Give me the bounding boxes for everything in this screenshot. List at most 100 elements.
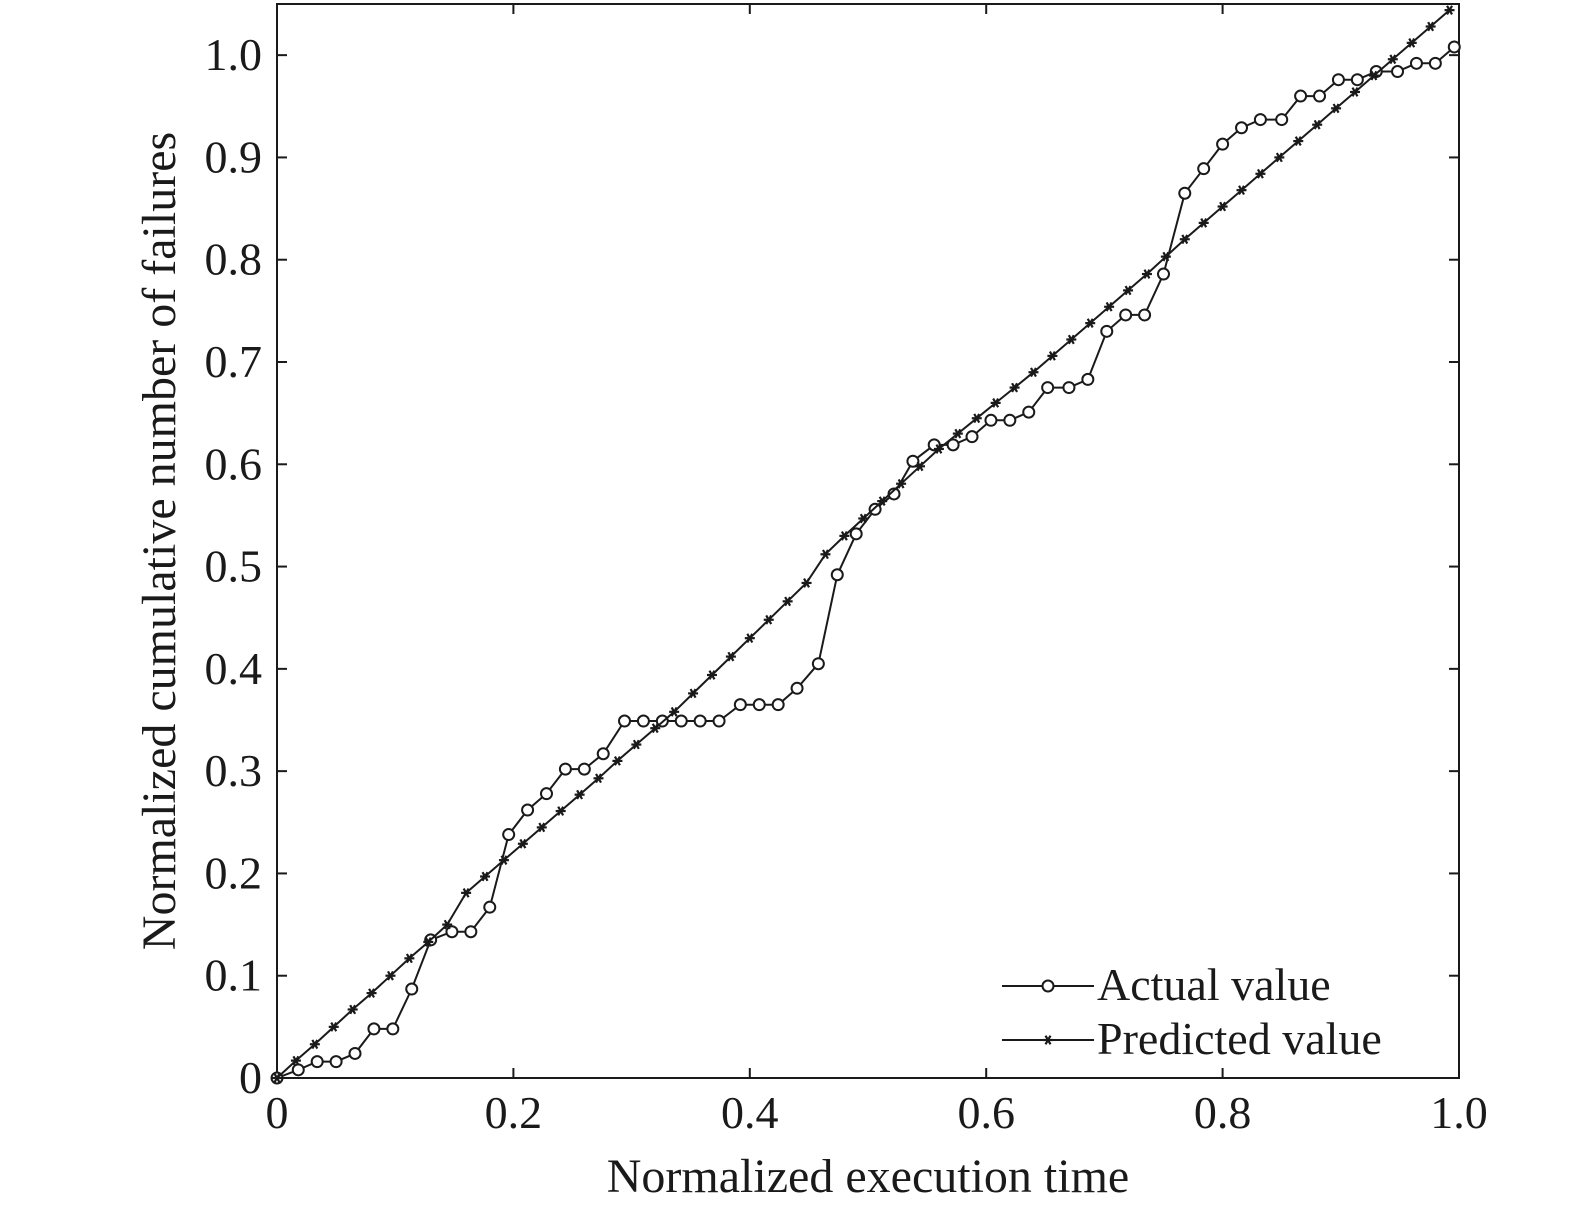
data-point [405, 982, 419, 996]
star-center [520, 841, 526, 846]
star-center [1201, 220, 1206, 226]
data-point [1179, 234, 1190, 245]
star-center [463, 890, 469, 896]
data-point [688, 688, 699, 699]
data-point [1216, 137, 1230, 151]
legend-marker-actual [1041, 979, 1055, 993]
star-center [1296, 138, 1301, 144]
star-center [1220, 204, 1225, 209]
data-point [618, 714, 632, 728]
star-center [1045, 1037, 1051, 1043]
data-point [1028, 367, 1039, 378]
data-point [790, 681, 804, 695]
x-tick-label: 0.6 [957, 1087, 1015, 1138]
data-point [1313, 89, 1327, 103]
star-center [709, 672, 715, 678]
series-predicted [272, 5, 1455, 1083]
star-center [369, 990, 374, 996]
data-point [1331, 103, 1342, 114]
star-center [1428, 24, 1433, 29]
star-center [1182, 237, 1187, 242]
star-center [482, 874, 488, 879]
star-center [445, 922, 450, 927]
star-center [539, 825, 544, 830]
y-tick-label: 0.2 [205, 847, 263, 898]
data-point [1022, 405, 1036, 419]
y-tick-label: 0.7 [205, 336, 263, 387]
data-point [536, 822, 547, 833]
star-center [1069, 337, 1074, 342]
data-point [555, 806, 566, 816]
data-point [712, 714, 726, 728]
data-point [877, 496, 888, 506]
data-point [1009, 382, 1020, 393]
star-center [274, 1075, 280, 1081]
data-point [763, 614, 774, 625]
data-point [971, 413, 982, 424]
star-center [1371, 73, 1377, 78]
star-center [577, 792, 582, 797]
data-point [461, 887, 472, 898]
data-point [1294, 89, 1308, 103]
data-point [347, 1004, 358, 1015]
data-point [1160, 251, 1171, 262]
star-center [1012, 385, 1017, 390]
data-point [404, 953, 415, 964]
data-point [1444, 5, 1455, 16]
data-point [830, 568, 844, 582]
y-tick-label: 0.4 [205, 643, 263, 694]
star-center [936, 446, 942, 452]
data-point [442, 919, 453, 930]
data-point [1253, 113, 1267, 127]
y-tick-label: 0.3 [205, 745, 263, 796]
data-point [1406, 37, 1417, 48]
data-point [839, 531, 850, 541]
star-center [1352, 89, 1358, 95]
data-point [965, 430, 979, 444]
data-point [636, 714, 650, 728]
data-point [593, 773, 604, 784]
star-center [1409, 40, 1414, 46]
data-point [1387, 54, 1398, 65]
star-center [747, 635, 752, 641]
data-point [574, 789, 585, 800]
y-tick-label: 0.1 [205, 950, 263, 1001]
data-point [744, 633, 755, 644]
data-point [1197, 162, 1211, 176]
data-point [1066, 334, 1077, 345]
data-point [1217, 201, 1228, 212]
x-axis-label: Normalized execution time [607, 1150, 1129, 1203]
data-point [650, 723, 661, 734]
y-tick-label: 1.0 [205, 29, 263, 80]
data-point [558, 762, 572, 776]
data-point [290, 1055, 301, 1066]
data-point [1368, 70, 1379, 81]
star-center [615, 758, 620, 764]
data-point [1003, 413, 1017, 427]
data-point [1331, 73, 1345, 87]
data-point [811, 657, 825, 671]
star-center [596, 776, 601, 781]
star-center [1050, 353, 1055, 359]
data-point [1178, 186, 1192, 200]
x-tick-label: 0.2 [485, 1087, 543, 1138]
data-point [483, 900, 497, 914]
data-point [498, 855, 509, 866]
star-center [653, 725, 658, 731]
data-point [820, 549, 831, 560]
star-center [293, 1058, 299, 1063]
star-center [1333, 106, 1339, 111]
data-point [1312, 119, 1323, 130]
data-point [858, 513, 869, 524]
series-line [276, 9, 1451, 1079]
data-point [328, 1021, 339, 1032]
data-point [521, 803, 535, 817]
data-point [385, 970, 396, 981]
star-center [312, 1042, 318, 1047]
data-point [1236, 185, 1247, 196]
data-point [539, 787, 553, 801]
star-center [993, 400, 998, 406]
star-center [501, 857, 507, 863]
data-point [1255, 168, 1266, 179]
